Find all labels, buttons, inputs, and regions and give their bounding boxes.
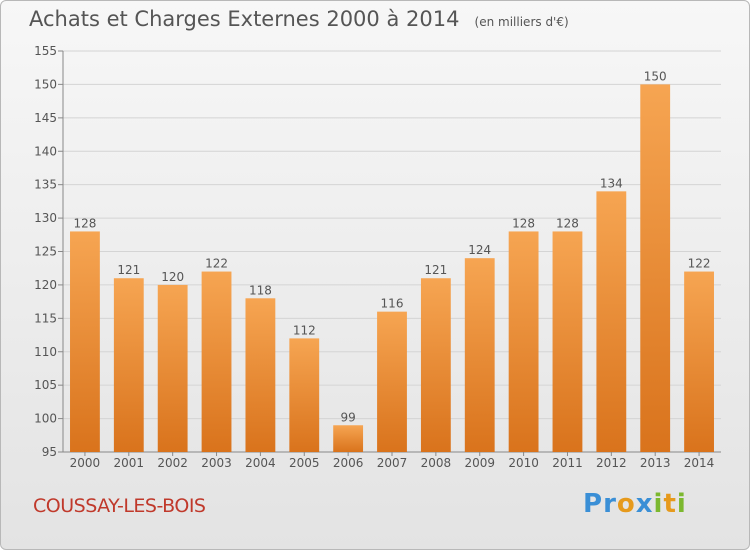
x-tick-label: 2002 [157,456,188,470]
y-tick-label: 140 [34,144,57,158]
x-tick-label: 2004 [245,456,276,470]
bar [113,278,144,452]
y-tick-label: 95 [42,445,57,459]
title-row: Achats et Charges Externes 2000 à 2014 (… [29,7,569,31]
y-tick-label: 125 [34,245,57,259]
chart-title: Achats et Charges Externes 2000 à 2014 [29,7,460,31]
logo-letter: r [603,489,617,519]
logo-letter: x [635,489,654,519]
commune-name: COUSSAY-LES-BOIS [33,495,206,517]
y-tick-label: 145 [34,111,57,125]
x-tick-label: 2012 [596,456,627,470]
x-tick-label: 2007 [377,456,408,470]
bar [333,425,364,452]
logo-letter: o [616,489,636,519]
bar [289,338,320,452]
data-label: 122 [205,257,228,271]
data-label: 150 [644,69,667,83]
y-tick-label: 150 [34,77,57,91]
logo-letter: t [663,489,677,519]
proxiti-logo: Proxiti [583,489,687,519]
y-tick-label: 130 [34,211,57,225]
logo-letter: i [653,489,664,519]
data-label: 120 [161,270,184,284]
bar [596,191,627,452]
x-tick-label: 2008 [421,456,452,470]
bar [684,271,714,452]
y-tick-label: 135 [34,178,57,192]
x-tick-label: 2009 [464,456,495,470]
chart-subtitle: (en milliers d'€) [474,15,569,29]
x-tick-label: 2011 [552,456,583,470]
data-label: 112 [293,323,316,337]
bar [377,311,407,452]
data-label: 118 [249,283,272,297]
bar [157,284,188,452]
bars [70,84,714,453]
data-label: 116 [381,297,404,311]
data-labels: 128 121 120 122 118 112 99 116 121 124 128 128 134 15… [73,69,710,424]
data-label: 134 [600,176,623,190]
axes: 95 100 105 110 115 120 125 130 135 140 145 150 155 20… [34,44,721,470]
bar [70,231,100,452]
y-tick-label: 120 [34,278,57,292]
x-tick-label: 2010 [508,456,539,470]
data-label: 121 [424,263,447,277]
y-tick-label: 115 [34,311,57,325]
x-tick-label: 2013 [640,456,671,470]
x-tick-label: 2001 [114,456,145,470]
data-label: 124 [468,243,491,257]
data-label: 128 [556,216,579,230]
bar [508,231,539,452]
bar [420,278,451,452]
bar [640,84,671,453]
bar [201,271,232,452]
x-tick-label: 2005 [289,456,320,470]
bar [552,231,583,452]
data-label: 128 [73,216,96,230]
x-tick-label: 2006 [333,456,364,470]
y-tick-label: 110 [34,345,57,359]
data-label: 99 [340,410,355,424]
y-tick-label: 100 [34,412,57,426]
data-label: 122 [688,257,711,271]
bar [464,258,495,452]
y-tick-label: 105 [34,378,57,392]
x-tick-label: 2003 [201,456,232,470]
x-tick-label: 2000 [70,456,101,470]
x-tick-label: 2014 [684,456,715,470]
bar [245,298,276,452]
y-tick-label: 155 [34,44,57,58]
logo-letter: i [676,489,687,519]
data-label: 121 [117,263,140,277]
data-label: 128 [512,216,535,230]
logo-letter: P [583,489,604,519]
